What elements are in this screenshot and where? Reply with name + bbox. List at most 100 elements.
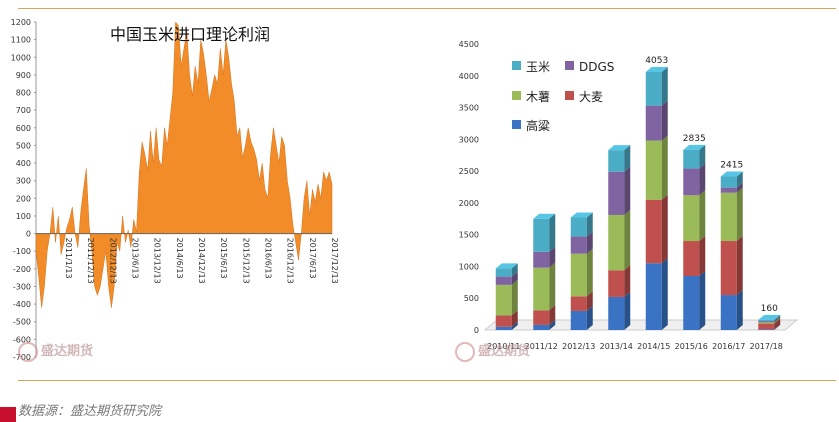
bar-segment [608,214,625,271]
y-tick-label: 0 [26,230,31,239]
bar-segment-side [549,305,556,325]
y-tick-label: 1000 [11,53,31,62]
bar-segment-side [586,212,593,237]
y-tick-label: 3500 [459,104,479,113]
bar-segment [608,270,625,297]
bar-segment [720,192,737,242]
bar-segment-side [549,319,556,330]
legend-label: 玉米 [526,60,550,74]
bar-segment-side [774,316,781,323]
bar-segment [645,71,662,106]
bar-segment-side [699,144,706,169]
bar-segment [608,150,625,172]
bar-segment-side [661,194,668,264]
bar-segment [683,241,700,276]
bar-segment [683,149,700,169]
bar-segment [570,310,587,330]
bar-segment [683,195,700,242]
bar-segment [533,324,550,330]
bar-segment [533,251,550,268]
left-watermark-logo: 盛达期货 [18,340,93,362]
bar-segment-side [624,145,631,172]
y-tick-label: 900 [16,71,31,80]
watermark-text: 盛达期货 [478,344,531,359]
chart-title: 中国玉米进口理论利润 [110,25,270,44]
bar-segment-side [699,163,706,196]
bar-segment-side [624,291,631,330]
bar-segment-side [699,270,706,330]
x-tick-label: 2011/12 [525,342,558,351]
bar-segment [570,236,587,254]
legend-label: DDGS [579,60,614,74]
bar-segment [495,276,512,285]
x-tick-label: 2014/12/13 [197,238,206,284]
legend-swatch [512,120,521,129]
y-tick-label: -200 [13,265,31,274]
bar-segment [758,329,775,330]
y-tick-label: 2500 [459,167,479,176]
y-tick-label: -100 [13,247,31,256]
legend-swatch [565,61,574,70]
x-tick-label: 2016/12/13 [286,238,295,284]
x-tick-label: 2010/11 [487,342,520,351]
bar-segment [495,326,512,330]
y-tick-label: 300 [16,177,31,186]
bar-segment [645,140,662,200]
y-tick-label: 400 [16,159,31,168]
y-tick-label: -500 [13,318,31,327]
watermark-text: 盛达期货 [41,344,94,359]
bar-segment-side [549,246,556,268]
bar-top-face [533,213,556,219]
bar-data-label: 2415 [720,161,743,171]
footer-red-marker [0,407,16,422]
bar-segment-side [699,236,706,276]
y-tick-label: 700 [16,106,31,115]
bar-segment-side [736,187,743,242]
bar-top-face [495,263,518,269]
source-note: 数据源：盛达期货研究院 [18,404,162,419]
import-profit-area-chart: -700-600-500-400-300-200-100010020030040… [11,18,339,362]
x-tick-label: 2013/14 [600,342,633,351]
bar-segment [720,295,737,330]
bar-segment [495,284,512,316]
bar-segment-side [511,271,518,285]
bar-segment-side [549,262,556,311]
bar-segment-side [511,310,518,327]
bar-data-label: 2835 [683,134,706,144]
bar-segment-side [586,248,593,297]
y-tick-label: -600 [13,335,31,344]
y-tick-label: 500 [464,294,479,303]
bar-segment [758,322,775,324]
bar-segment [495,315,512,327]
bar-top-face [683,144,706,150]
y-tick-label: 1200 [11,18,31,27]
bar-segment [758,319,775,322]
bar-segment-side [511,321,518,330]
y-tick-label: 3000 [459,135,479,144]
bar-segment-side [661,135,668,200]
bar-segment-side [661,100,668,141]
watermark-seal-icon [18,341,38,362]
bar-segment [683,275,700,330]
y-tick-label: -400 [13,300,31,309]
bar-segment [720,176,737,188]
bar-segment [645,263,662,330]
x-tick-label: 2012/12/13 [108,238,117,284]
bar-segment-side [549,213,556,252]
bar-segment [533,310,550,325]
import-volume-stacked-bar-chart: 0 500 1000 1500 2000 2500 3000 3500 4000 4500 2010… [459,40,799,351]
y-tick-label: 1500 [459,231,479,240]
bar-segment-side [661,258,668,330]
bar-segment-side [774,314,781,322]
legend-label: 木薯 [526,90,550,104]
bar-top-face [645,66,668,72]
bar-segment-side [736,236,743,296]
bar-segment-side [624,265,631,297]
right-watermark-logo: 盛达期货 [455,340,530,362]
legend-swatch [565,91,574,100]
bar-top-face [720,171,743,177]
y-tick-label: 600 [16,124,31,133]
x-tick-label: 2017/12/13 [330,238,339,284]
bar-data-label: 160 [761,304,778,314]
legend-label: 大麦 [579,90,603,104]
